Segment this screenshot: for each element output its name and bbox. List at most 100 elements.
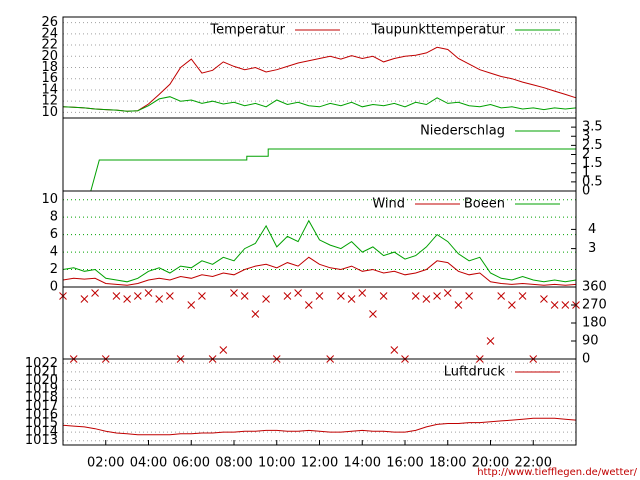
direction-marker <box>379 292 388 300</box>
direction-marker <box>187 301 196 309</box>
direction-marker <box>337 292 345 300</box>
y-tick-label: 2.5 <box>582 138 603 153</box>
direction-marker <box>347 295 356 303</box>
y-tick-label: 2 <box>582 147 590 162</box>
direction-marker <box>198 292 206 300</box>
data-line <box>62 219 577 283</box>
direction-marker <box>112 292 121 300</box>
data-line <box>62 417 577 436</box>
direction-marker <box>315 292 324 300</box>
data-line <box>63 148 576 192</box>
direction-marker <box>486 337 495 345</box>
direction-marker <box>508 301 516 309</box>
direction-marker <box>304 301 313 309</box>
y-tick-label: 1021 <box>25 364 58 379</box>
legend-label: Wind <box>372 197 405 212</box>
direction-marker <box>219 346 228 354</box>
y-tick-label: 4 <box>50 245 58 260</box>
x-tick-label: 10:00 <box>258 456 295 471</box>
y-tick-label: 0 <box>582 352 590 367</box>
direction-marker <box>433 292 441 300</box>
direction-marker <box>390 346 399 354</box>
direction-marker <box>283 292 292 300</box>
direction-marker <box>454 301 463 309</box>
direction-marker <box>358 289 367 297</box>
y-tick-label: 26 <box>41 15 58 30</box>
direction-marker <box>251 310 260 318</box>
direction-marker <box>497 292 506 300</box>
direction-marker <box>155 295 164 303</box>
direction-marker <box>518 292 527 300</box>
source-url: http://www.tiefflegen.de/wetter/ <box>477 467 637 478</box>
direction-marker <box>91 289 99 297</box>
direction-marker <box>411 292 420 300</box>
direction-marker <box>422 295 431 303</box>
direction-marker <box>561 301 570 309</box>
y-tick-label: 360 <box>582 280 607 295</box>
data-line <box>62 256 577 286</box>
y-tick-label: 90 <box>582 334 599 349</box>
y-tick-label: 1013 <box>25 433 58 448</box>
y2-tick-label: 3 <box>588 241 596 256</box>
data-line <box>62 96 577 112</box>
y-tick-label: 1019 <box>25 382 58 397</box>
y-tick-label: 1020 <box>25 373 58 388</box>
y-tick-label: 1016 <box>25 407 58 422</box>
x-tick-label: 04:00 <box>130 456 167 471</box>
y-tick-label: 1014 <box>25 425 58 440</box>
direction-marker <box>443 289 452 297</box>
direction-marker <box>133 292 142 300</box>
y-tick-label: 1018 <box>25 390 58 405</box>
legend-label: Niederschlag <box>420 124 505 139</box>
x-tick-label: 14:00 <box>344 456 381 471</box>
x-tick-label: 18:00 <box>429 456 466 471</box>
legend-label: Taupunkttemperatur <box>371 23 506 38</box>
direction-marker <box>550 301 559 309</box>
y-tick-label: 6 <box>50 227 58 242</box>
direction-marker <box>166 292 174 300</box>
direction-marker <box>540 295 548 303</box>
y-tick-label: 20 <box>41 49 58 64</box>
legend-label: Boeen <box>464 197 505 212</box>
direction-marker <box>262 295 270 303</box>
y-tick-label: 1017 <box>25 399 58 414</box>
x-tick-label: 20:00 <box>472 456 509 471</box>
y-tick-label: 0.5 <box>582 174 603 189</box>
y-tick-label: 270 <box>582 298 607 313</box>
y-tick-label: 1.5 <box>582 156 603 171</box>
direction-marker <box>144 289 153 297</box>
direction-marker <box>123 295 131 303</box>
legend-label: Temperatur <box>209 23 285 38</box>
y-tick-label: 1022 <box>25 356 58 371</box>
y-tick-label: 10 <box>41 192 58 207</box>
x-tick-label: 12:00 <box>301 456 338 471</box>
y-tick-label: 18 <box>41 60 58 75</box>
y-tick-label: 3 <box>582 129 590 144</box>
direction-marker <box>230 289 238 297</box>
x-tick-label: 22:00 <box>515 456 552 471</box>
y-tick-label: 22 <box>41 38 58 53</box>
y-tick-label: 0 <box>50 280 58 295</box>
y-tick-label: 12 <box>41 94 58 109</box>
direction-marker <box>294 289 302 297</box>
y-tick-label: 14 <box>41 82 58 97</box>
y-tick-label: 24 <box>41 26 58 41</box>
y-tick-label: 8 <box>50 210 58 225</box>
x-tick-label: 16:00 <box>386 456 423 471</box>
y-tick-label: 3.5 <box>582 120 603 135</box>
y-tick-label: 180 <box>582 316 607 331</box>
x-tick-label: 02:00 <box>87 456 124 471</box>
y-tick-label: 1 <box>582 165 590 180</box>
direction-marker <box>240 292 249 300</box>
y-tick-label: 10 <box>41 105 58 120</box>
direction-marker <box>80 295 89 303</box>
x-tick-label: 08:00 <box>215 456 252 471</box>
panel-frame <box>62 358 577 446</box>
y-tick-label: 2 <box>50 262 58 277</box>
y-tick-label: 16 <box>41 71 58 86</box>
legend-label: Luftdruck <box>444 365 506 380</box>
y2-tick-label: 4 <box>588 222 596 237</box>
direction-marker <box>465 292 473 300</box>
y-tick-label: 1015 <box>25 416 58 431</box>
direction-marker <box>369 310 377 318</box>
